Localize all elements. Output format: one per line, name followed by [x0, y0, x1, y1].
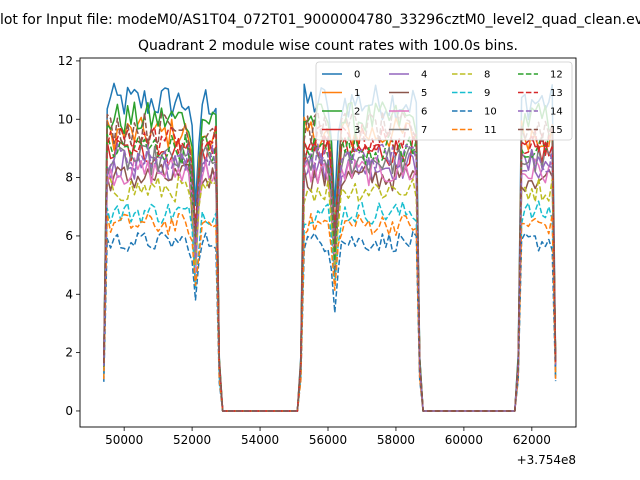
legend-label-14: 14 [550, 107, 563, 118]
x-tick-label: 58000 [377, 433, 415, 447]
y-axis: 0 2 4 6 8 10 12 [58, 54, 80, 418]
legend-label-0: 0 [354, 70, 360, 81]
legend-label-6: 6 [421, 107, 427, 118]
legend-label-10: 10 [484, 107, 497, 118]
x-axis: 50000 52000 54000 56000 58000 60000 62000 [105, 427, 551, 447]
series-line-14 [103, 142, 557, 412]
chart-title: Quadrant 2 module wise count rates with … [138, 38, 518, 54]
legend-label-2: 2 [354, 107, 360, 118]
legend-label-9: 9 [484, 88, 490, 99]
y-tick-label: 10 [58, 112, 73, 126]
y-tick-label: 12 [58, 54, 73, 68]
legend-label-15: 15 [550, 125, 563, 136]
y-tick-label: 4 [65, 287, 73, 301]
legend-box [315, 61, 573, 141]
series-line-15 [103, 110, 557, 412]
series-line-8 [103, 176, 557, 412]
legend-label-4: 4 [421, 70, 427, 81]
legend-label-12: 12 [550, 70, 563, 81]
legend-label-5: 5 [421, 88, 427, 99]
legend-label-13: 13 [550, 88, 563, 99]
legend-label-3: 3 [354, 125, 360, 136]
y-tick-label: 8 [65, 171, 73, 185]
y-tick-label: 0 [65, 404, 73, 418]
figure-suptitle: Plot for Input file: modeM0/AS1T04_072T0… [0, 12, 640, 28]
x-tick-label: 60000 [445, 433, 483, 447]
y-tick-label: 2 [65, 346, 73, 360]
legend-label-8: 8 [484, 70, 490, 81]
legend-label-11: 11 [484, 125, 497, 136]
x-tick-label: 50000 [105, 433, 143, 447]
series-line-9 [103, 200, 557, 412]
plot-frame [79, 57, 577, 428]
x-tick-label: 52000 [173, 433, 211, 447]
y-tick-label: 6 [65, 229, 73, 243]
series-line-10 [103, 230, 557, 412]
x-tick-label: 62000 [513, 433, 551, 447]
legend-label-1: 1 [354, 88, 360, 99]
plot-lines [103, 82, 557, 412]
x-tick-label: 54000 [241, 433, 279, 447]
legend-label-7: 7 [421, 125, 427, 136]
x-offset-label: +3.754e8 [517, 453, 576, 467]
x-tick-label: 56000 [309, 433, 347, 447]
series-line-11 [103, 212, 557, 412]
